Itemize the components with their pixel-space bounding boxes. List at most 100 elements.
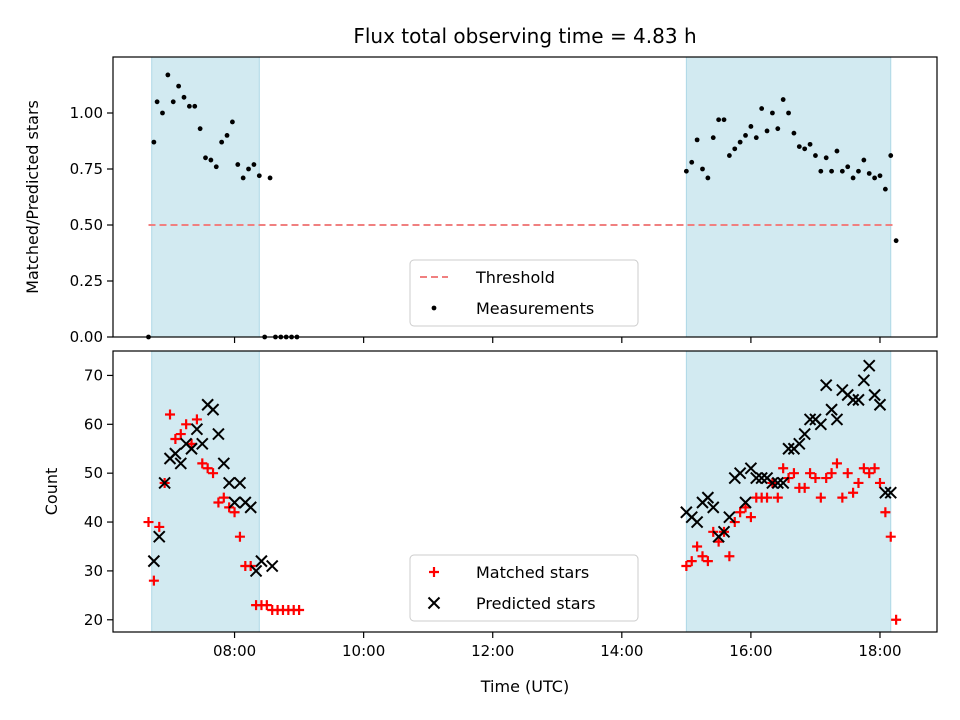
data-point [710, 135, 716, 141]
data-point [733, 466, 747, 480]
data-point [202, 463, 213, 474]
data-point [700, 166, 705, 172]
data-point [879, 486, 892, 499]
data-point [861, 157, 867, 163]
data-point [265, 559, 279, 573]
data-point [803, 413, 817, 426]
data-point [203, 155, 208, 161]
y-axis-label: Matched/Predicted stars [23, 100, 42, 294]
observing-window-2 [685, 56, 892, 338]
data-point [213, 497, 224, 508]
data-point [810, 473, 821, 484]
data-point [745, 512, 756, 523]
data-point [864, 468, 875, 479]
y-tick-label: 0.50 [70, 216, 103, 234]
legend-swatch [429, 567, 439, 577]
series-measurements [146, 72, 899, 340]
data-point [158, 476, 171, 490]
data-point [154, 521, 165, 532]
y-tick-label: 30 [84, 562, 103, 580]
data-point [869, 463, 880, 474]
legend-swatch [427, 596, 441, 610]
data-point [786, 110, 791, 116]
y-tick-label: 0.25 [70, 272, 103, 290]
data-point [147, 554, 161, 568]
data-point [208, 468, 219, 479]
data-point [229, 507, 240, 518]
data-point [707, 501, 720, 514]
data-point [217, 457, 231, 470]
data-point [819, 379, 833, 392]
data-point [148, 575, 159, 586]
data-point [882, 186, 888, 192]
data-point [858, 463, 869, 474]
data-point [222, 476, 236, 490]
data-point [234, 531, 245, 542]
data-point [151, 139, 157, 145]
data-point [823, 155, 829, 161]
plot-frame [112, 350, 938, 633]
data-point [235, 162, 241, 167]
data-point [780, 97, 786, 102]
data-point [240, 175, 246, 181]
data-point [825, 403, 838, 416]
data-point [170, 99, 176, 105]
data-point [821, 473, 832, 484]
data-point [255, 554, 268, 568]
data-point [213, 164, 219, 170]
ratio-panel: 0.00 0.25 0.50 0.75 1.00 Matched/Predicted st… [23, 56, 938, 346]
data-point [218, 492, 229, 503]
data-point [692, 541, 703, 552]
data-point [791, 130, 797, 136]
chart-title: Flux total observing time = 4.83 h [353, 24, 696, 48]
data-point [813, 153, 818, 158]
data-point [219, 139, 225, 145]
data-point [868, 388, 881, 402]
data-point [686, 556, 697, 567]
data-point [739, 496, 752, 509]
data-point [772, 492, 783, 503]
y-tick-label: 70 [84, 366, 103, 384]
data-point [256, 173, 262, 179]
data-point [224, 133, 230, 138]
data-point [831, 458, 842, 469]
data-point [850, 175, 856, 181]
series-predicted-stars [147, 359, 897, 578]
data-point [181, 419, 192, 430]
series-matched-stars [143, 409, 902, 625]
data-point [702, 556, 713, 567]
data-point [169, 447, 182, 460]
data-point [228, 496, 241, 509]
data-point [829, 168, 834, 174]
data-point [826, 468, 837, 479]
data-point [732, 146, 738, 152]
y-tick-label: 50 [84, 464, 103, 482]
data-point [748, 124, 754, 129]
legend-entry: Measurements [431, 299, 594, 318]
x-tick-label: 08:00 [213, 642, 256, 660]
x-tick-label: 14:00 [600, 642, 643, 660]
data-point [857, 374, 871, 387]
x-tick-label: 12:00 [471, 642, 514, 660]
data-point [165, 409, 176, 420]
data-point [799, 482, 810, 493]
data-point [724, 551, 735, 562]
data-point [716, 117, 722, 123]
data-point [185, 442, 198, 455]
data-point [721, 117, 727, 123]
y-tick-label: 20 [84, 611, 103, 629]
data-point [830, 413, 844, 426]
legend: Threshold Measurements [409, 259, 639, 327]
data-point [197, 126, 203, 132]
data-point [805, 468, 816, 479]
data-point [753, 135, 759, 141]
data-point [208, 157, 214, 163]
y-axis-label: Count [42, 468, 61, 516]
data-point [723, 510, 736, 524]
data-point [856, 168, 861, 174]
data-point [884, 486, 897, 499]
data-point [197, 458, 208, 469]
data-point [160, 110, 165, 116]
data-point [701, 491, 715, 504]
data-point [735, 507, 746, 518]
